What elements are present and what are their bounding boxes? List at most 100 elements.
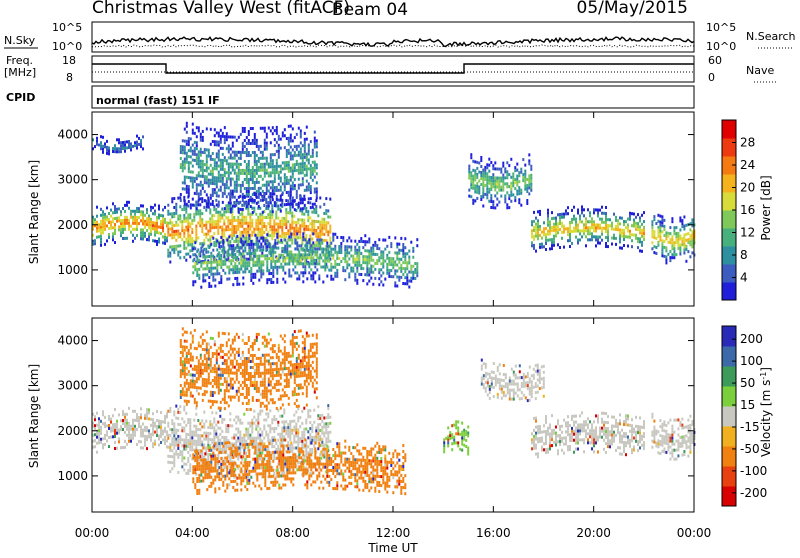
power-echo-cell	[192, 280, 194, 283]
power-echo-cell	[296, 133, 298, 136]
vel-echo-cell	[196, 465, 198, 468]
power-echo-cell	[244, 160, 246, 163]
power-echo-cell	[256, 154, 258, 157]
power-echo-cell	[524, 170, 526, 173]
vel-echo-cell	[177, 471, 179, 474]
power-echo-cell	[239, 225, 241, 228]
power-echo-cell	[683, 252, 685, 255]
vel-echo-cell	[114, 429, 116, 432]
power-echo-cell	[402, 252, 404, 255]
date-label: 05/May/2015	[577, 0, 689, 18]
power-echo-cell	[180, 151, 182, 154]
power-echo-cell	[677, 244, 679, 247]
vel-echo-cell	[201, 419, 203, 422]
power-echo-cell	[208, 255, 210, 258]
power-echo-cell	[213, 232, 215, 235]
power-echo-cell	[386, 269, 388, 272]
power-echo-cell	[154, 231, 156, 234]
vel-echo-cell	[187, 469, 189, 472]
power-echo-cell	[288, 194, 290, 197]
vel-echo-cell	[205, 432, 207, 435]
power-echo-cell	[330, 251, 332, 254]
power-echo-cell	[518, 201, 520, 204]
power-echo-cell	[301, 222, 303, 225]
power-echo-cell	[200, 163, 202, 166]
power-echo-cell	[192, 259, 194, 262]
vel-echo-cell	[106, 430, 108, 433]
power-echo-cell	[232, 169, 234, 172]
power-echo-cell	[315, 229, 317, 232]
power-echo-cell	[282, 278, 284, 281]
vel-echo-cell	[169, 461, 171, 464]
power-echo-cell	[220, 257, 222, 260]
power-echo-cell	[222, 239, 224, 242]
vel-echo-cell	[189, 424, 191, 427]
power-echo-cell	[665, 231, 667, 234]
power-echo-cell	[202, 163, 204, 166]
power-echo-cell	[128, 140, 130, 143]
power-echo-cell	[510, 176, 512, 179]
power-echo-cell	[280, 263, 282, 266]
power-echo-cell	[306, 277, 308, 280]
power-echo-cell	[314, 170, 316, 173]
power-echo-cell	[296, 277, 298, 280]
vel-echo-cell	[249, 422, 251, 425]
power-echo-cell	[222, 177, 224, 180]
power-echo-cell	[500, 186, 502, 189]
power-echo-cell	[555, 223, 557, 226]
power-echo-cell	[171, 248, 173, 251]
power-echo-cell	[468, 177, 470, 180]
power-echo-cell	[136, 228, 138, 231]
power-echo-cell	[334, 263, 336, 266]
power-echo-cell	[191, 228, 193, 231]
power-echo-cell	[364, 273, 366, 276]
vel-echo-cell	[275, 475, 277, 478]
power-echo-cell	[206, 205, 208, 208]
power-echo-cell	[218, 141, 220, 144]
power-echo-cell	[605, 221, 607, 224]
power-echo-cell	[300, 156, 302, 159]
vel-echo-cell	[215, 430, 217, 433]
vel-echo-cell	[289, 423, 291, 426]
power-echo-cell	[96, 215, 98, 218]
power-echo-cell	[302, 271, 304, 274]
power-echo-cell	[641, 232, 643, 235]
power-echo-cell	[229, 198, 231, 201]
power-echo-cell	[679, 220, 681, 223]
power-echo-cell	[240, 253, 242, 256]
power-echo-cell	[332, 278, 334, 281]
vel-echo-cell	[138, 425, 140, 428]
power-echo-cell	[581, 205, 583, 208]
power-echo-cell	[104, 228, 106, 231]
power-echo-cell	[288, 164, 290, 167]
vel-echo-cell	[116, 423, 118, 426]
vel-echo-cell	[267, 448, 269, 451]
power-echo-cell	[310, 274, 312, 277]
power-echo-cell	[314, 259, 316, 262]
power-echo-cell	[619, 237, 621, 240]
vel-echo-cell	[325, 428, 327, 431]
vel-echo-cell	[128, 425, 130, 428]
power-echo-cell	[295, 227, 297, 230]
power-echo-cell	[211, 217, 213, 220]
power-echo-cell	[625, 220, 627, 223]
power-echo-cell	[210, 267, 212, 270]
power-echo-cell	[687, 232, 689, 235]
vel-echo-cell	[301, 443, 303, 446]
power-echo-cell	[669, 241, 671, 244]
power-echo-cell	[302, 207, 304, 210]
power-echo-cell	[480, 177, 482, 180]
power-echo-cell	[233, 216, 235, 219]
power-echo-cell	[583, 214, 585, 217]
power-echo-cell	[238, 247, 240, 250]
power-echo-cell	[100, 214, 102, 217]
vel-echo-cell	[152, 427, 154, 430]
power-echo-cell	[218, 257, 220, 260]
power-echo-cell	[314, 247, 316, 250]
vel-echo-cell	[171, 419, 173, 422]
power-echo-cell	[502, 189, 504, 192]
power-echo-cell	[370, 253, 372, 256]
power-echo-cell	[531, 220, 533, 223]
